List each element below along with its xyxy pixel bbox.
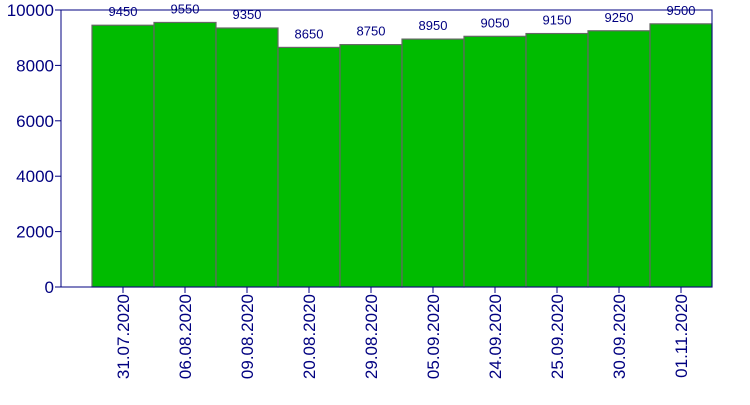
data-label: 9250 (605, 10, 634, 25)
data-label: 9450 (109, 4, 138, 19)
data-label: 9050 (481, 15, 510, 30)
bar-25.09.2020 (525, 32, 589, 288)
bar-05.09.2020 (401, 38, 465, 288)
y-tick-label: 4000 (16, 167, 54, 186)
x-tick-label: 06.08.2020 (176, 294, 195, 379)
axes-group (60, 9, 713, 288)
bar-06.08.2020 (153, 21, 217, 288)
data-label: 9550 (171, 1, 200, 16)
bar-31.07.2020 (91, 24, 155, 288)
bar-09.08.2020 (215, 27, 279, 288)
x-axis-ticks: 31.07.2020 06.08.2020 09.08.2020 20.08.2020… (114, 287, 691, 379)
x-tick-label: 25.09.2020 (548, 294, 567, 379)
x-tick-label: 30.09.2020 (610, 294, 629, 379)
x-tick-label: 20.08.2020 (300, 294, 319, 379)
x-tick-label: 31.07.2020 (114, 294, 133, 379)
data-labels-group: 9450 9550 9350 8650 8750 8950 9050 9150 9250 9500 (109, 1, 696, 41)
bar-29.08.2020 (339, 44, 403, 288)
data-label: 8750 (357, 24, 386, 39)
x-tick-label: 09.08.2020 (238, 294, 257, 379)
x-tick-label: 29.08.2020 (362, 294, 381, 379)
y-axis-ticks: 0 2000 4000 6000 8000 10000 (7, 1, 61, 297)
plot-frame (60, 9, 713, 288)
x-tick-label: 24.09.2020 (486, 294, 505, 379)
data-label: 9150 (543, 13, 572, 28)
bar-20.08.2020 (277, 46, 341, 288)
data-label: 9500 (667, 3, 696, 18)
y-tick-label: 6000 (16, 112, 54, 131)
data-label: 8950 (419, 18, 448, 33)
y-tick-label: 0 (45, 278, 54, 297)
bars-group (91, 21, 713, 288)
x-tick-label: 05.09.2020 (424, 294, 443, 379)
bar-01.11.2020 (649, 23, 713, 288)
bar-30.09.2020 (587, 30, 651, 288)
bar-24.09.2020 (463, 35, 527, 288)
data-label: 8650 (295, 26, 324, 41)
y-tick-label: 8000 (16, 56, 54, 75)
y-tick-label: 10000 (7, 1, 54, 20)
data-label: 9350 (233, 7, 262, 22)
x-tick-label: 01.11.2020 (672, 294, 691, 378)
y-tick-label: 2000 (16, 223, 54, 242)
